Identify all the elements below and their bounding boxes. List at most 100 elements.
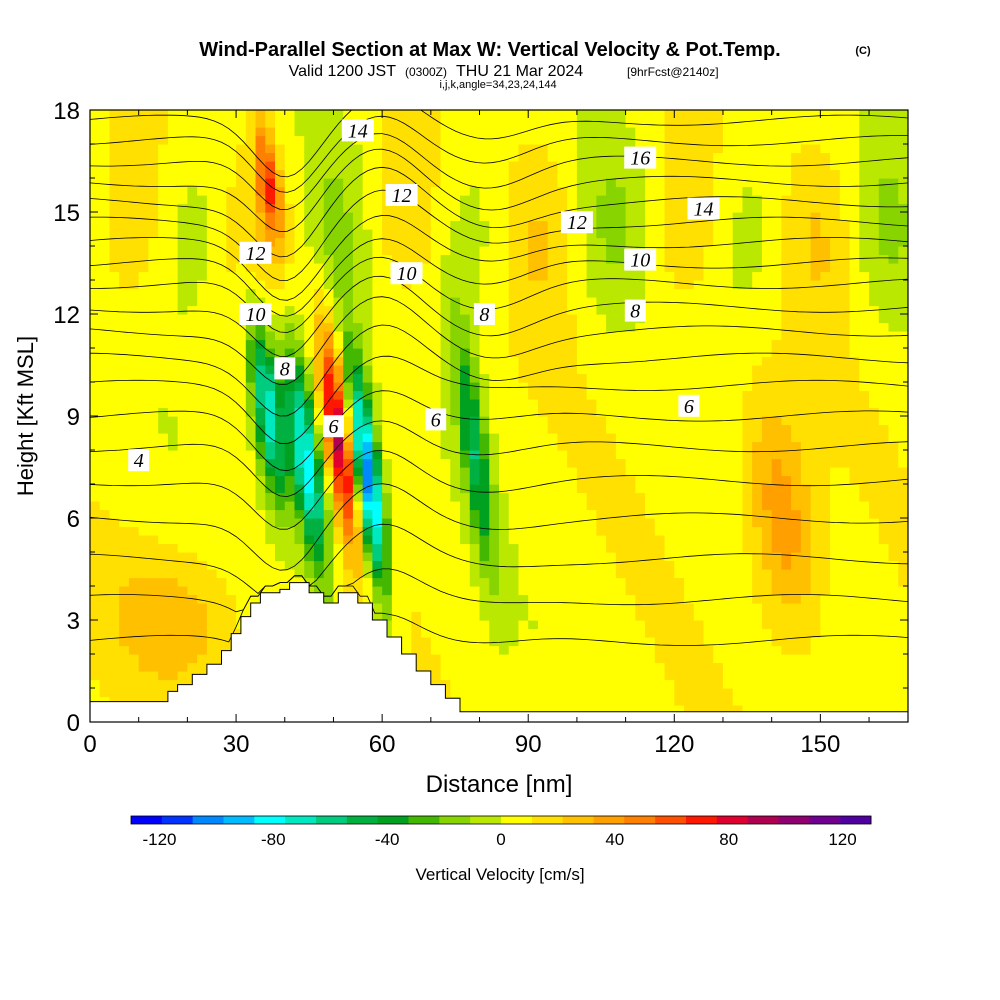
field-cell [197,229,208,239]
field-cell [489,254,500,264]
field-cell [440,526,451,536]
field-cell [645,637,656,647]
field-cell [615,433,627,443]
field-cell [323,433,335,443]
field-cell [508,611,520,621]
field-cell [343,203,354,213]
field-cell [693,569,705,579]
field-cell [333,254,344,264]
field-cell [177,322,188,332]
field-cell [469,127,481,137]
field-cell [664,501,675,511]
field-cell [313,263,325,273]
field-cell [128,246,140,256]
field-cell [158,501,169,511]
field-cell [450,458,461,468]
field-cell [323,373,335,383]
field-cell [265,390,276,400]
field-cell [567,416,578,426]
field-cell [275,552,286,562]
field-cell [158,492,169,502]
field-cell [236,526,247,536]
field-cell [187,195,198,205]
field-cell [197,484,208,494]
field-cell [664,271,675,281]
field-cell [713,152,724,162]
field-cell [167,594,179,604]
field-cell [304,407,315,417]
field-cell [216,509,227,519]
field-cell [674,271,685,281]
field-cell [615,399,627,409]
field-cell [99,501,111,511]
field-cell [586,433,597,443]
field-cell [128,407,140,417]
field-cell [421,560,432,570]
field-cell [128,297,140,307]
field-cell [391,569,403,579]
field-cell [362,552,374,562]
field-cell [206,135,218,145]
field-cell [635,671,646,681]
field-cell [537,518,549,528]
field-cell [635,212,646,222]
field-cell [372,118,383,128]
field-cell [489,441,500,451]
field-cell [138,671,150,681]
field-cell [440,331,451,341]
field-cell [664,526,675,536]
field-cell [693,484,705,494]
field-cell [654,416,666,426]
field-cell [528,254,539,264]
field-cell [528,161,539,171]
field-cell [255,433,266,443]
field-cell [674,620,685,630]
field-cell [664,178,675,188]
field-cell [236,203,247,213]
field-cell [411,203,422,213]
field-cell [275,186,286,196]
field-cell [508,322,520,332]
field-cell [128,195,140,205]
field-cell [275,152,286,162]
field-cell [323,458,335,468]
field-cell [450,365,461,375]
field-cell [265,535,276,545]
field-cell [440,280,451,290]
field-cell [742,382,753,392]
field-cell [645,594,656,604]
field-cell [255,509,266,519]
field-cell [216,484,227,494]
field-cell [382,322,393,332]
field-cell [226,169,237,179]
field-cell [674,509,685,519]
field-cell [275,169,286,179]
field-cell [606,543,617,553]
field-cell [450,416,461,426]
field-cell [343,501,354,511]
field-cell [411,305,422,315]
field-cell [362,475,374,485]
field-cell [236,509,247,519]
field-cell [90,535,101,545]
field-cell [654,654,666,664]
field-cell [586,662,597,672]
field-cell [382,475,393,485]
field-cell [138,339,150,349]
field-cell [119,645,130,655]
field-cell [596,484,607,494]
field-cell [752,654,763,664]
field-cell [177,671,188,681]
field-cell [99,645,111,655]
field-cell [284,492,296,502]
field-cell [284,186,296,196]
field-cell [499,501,510,511]
field-cell [557,645,568,655]
field-cell [557,552,568,562]
field-cell [187,586,198,596]
field-cell [742,526,753,536]
field-cell [693,110,705,120]
field-cell [713,322,724,332]
field-cell [547,611,559,621]
field-cell [90,518,101,528]
